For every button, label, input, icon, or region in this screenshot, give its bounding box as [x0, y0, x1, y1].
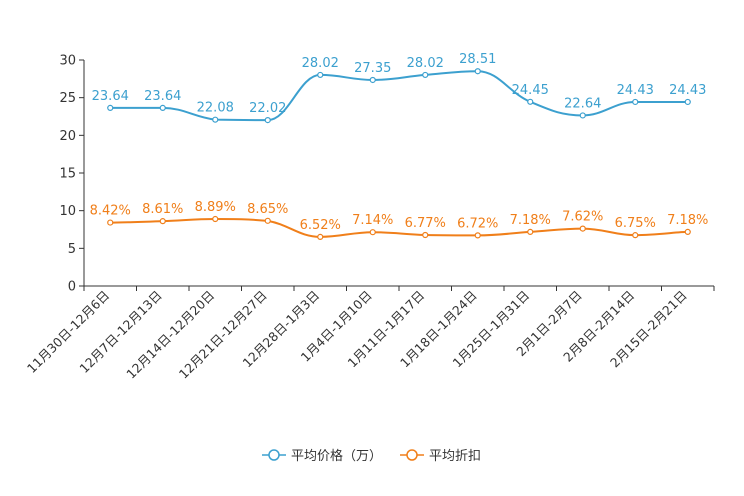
y-tick-label: 15 — [59, 167, 76, 182]
data-label: 7.18% — [667, 213, 708, 228]
data-point — [264, 217, 271, 224]
x-tick-label: 12月21日-12月27日 — [176, 288, 270, 382]
data-point — [159, 104, 166, 112]
data-point — [632, 232, 639, 239]
data-label: 6.72% — [457, 216, 498, 231]
data-label: 27.35 — [354, 61, 391, 76]
data-label: 22.02 — [249, 101, 286, 116]
y-tick-label: 10 — [59, 204, 76, 219]
data-point — [317, 233, 324, 240]
data-label: 8.61% — [142, 202, 183, 217]
data-label: 6.75% — [615, 216, 656, 231]
data-label: 8.89% — [195, 200, 236, 215]
legend-label: 平均价格（万） — [291, 448, 382, 464]
data-label: 7.18% — [510, 213, 551, 228]
data-label: 6.52% — [300, 218, 341, 233]
y-tick-label: 30 — [59, 54, 76, 69]
data-point — [369, 229, 376, 236]
data-point — [369, 76, 376, 84]
data-point — [684, 228, 691, 236]
data-point — [264, 117, 271, 124]
data-label: 23.64 — [92, 89, 129, 104]
data-point — [212, 215, 219, 223]
data-label: 24.43 — [617, 83, 654, 98]
legend-marker — [268, 449, 280, 461]
x-tick-label: 12月14日-12月20日 — [123, 288, 217, 382]
data-label: 28.02 — [407, 56, 444, 71]
series-line-1 — [110, 218, 688, 238]
legend-marker — [406, 449, 418, 461]
data-point — [107, 219, 114, 226]
y-tick-label: 20 — [59, 129, 76, 144]
data-point — [684, 98, 691, 106]
data-label: 8.65% — [247, 202, 288, 217]
data-point — [422, 231, 429, 239]
data-point — [159, 218, 166, 225]
y-tick-label: 5 — [68, 242, 76, 257]
data-point — [527, 98, 534, 105]
data-label: 7.14% — [352, 213, 393, 228]
data-label: 23.64 — [144, 89, 181, 104]
data-point — [107, 104, 114, 112]
data-point — [422, 71, 429, 79]
data-point — [579, 112, 586, 119]
data-point — [317, 71, 324, 79]
data-point — [474, 232, 481, 239]
data-label: 6.77% — [405, 216, 446, 231]
data-label: 8.42% — [90, 204, 131, 219]
data-point — [474, 68, 481, 75]
data-point — [212, 116, 219, 123]
data-label: 24.43 — [669, 83, 706, 98]
data-label: 24.45 — [512, 83, 549, 98]
data-label: 7.62% — [562, 210, 603, 225]
y-tick-label: 25 — [59, 91, 76, 106]
y-tick-label: 0 — [68, 280, 76, 295]
data-label: 28.02 — [302, 56, 339, 71]
data-label: 22.64 — [564, 96, 601, 111]
data-label: 22.08 — [197, 101, 234, 116]
legend-label: 平均折扣 — [429, 449, 481, 464]
data-point — [579, 225, 586, 232]
data-point — [527, 228, 534, 236]
data-point — [632, 98, 639, 106]
data-label: 28.51 — [459, 52, 496, 67]
